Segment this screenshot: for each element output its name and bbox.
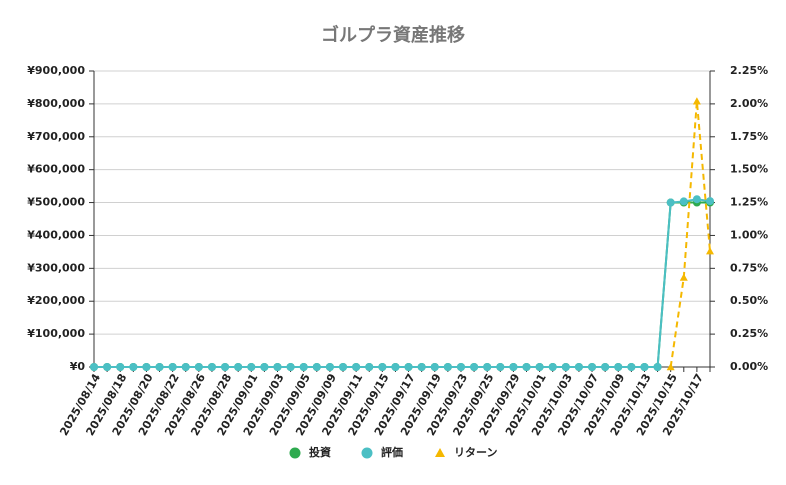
y-tick-label: ¥500,000: [27, 196, 85, 209]
legend-marker: [435, 448, 445, 457]
point: [706, 247, 714, 255]
point: [443, 363, 452, 371]
point: [155, 363, 164, 371]
point: [417, 363, 426, 371]
point: [129, 363, 138, 371]
point: [273, 363, 282, 371]
point: [496, 363, 505, 371]
y2-tick-label: 2.00%: [730, 97, 768, 110]
point: [365, 363, 374, 371]
legend-label: リターン: [454, 446, 497, 459]
point: [456, 363, 465, 371]
y2-tick-label: 0.75%: [730, 261, 768, 274]
point: [378, 363, 387, 371]
point: [325, 363, 334, 371]
point: [679, 197, 688, 206]
series-line: [94, 201, 710, 368]
legend-label: 投資: [309, 445, 331, 459]
point: [522, 363, 531, 371]
point: [653, 363, 662, 371]
y-tick-label: ¥0: [70, 360, 86, 373]
point: [483, 363, 492, 371]
legend-marker: [361, 447, 373, 459]
y2-tick-label: 1.75%: [730, 130, 768, 143]
y-tick-label: ¥800,000: [27, 97, 85, 110]
point: [168, 363, 177, 371]
point: [430, 363, 439, 371]
point: [601, 363, 610, 371]
point: [299, 363, 308, 371]
point: [247, 363, 256, 371]
point: [339, 363, 348, 371]
y-tick-label: ¥300,000: [27, 261, 85, 274]
y-tick-label: ¥900,000: [27, 64, 85, 77]
point: [548, 363, 557, 371]
legend-marker: [289, 447, 301, 459]
point: [391, 363, 400, 371]
point: [404, 363, 413, 371]
legend-label: 評価: [381, 445, 403, 459]
point: [666, 198, 675, 207]
point: [234, 363, 243, 371]
y2-tick-label: 1.50%: [730, 163, 768, 176]
point: [116, 363, 125, 371]
y2-tick-label: 0.00%: [730, 360, 768, 373]
series-line: [94, 198, 711, 368]
point: [627, 363, 636, 371]
series-line: [669, 101, 711, 368]
point: [706, 197, 714, 206]
point: [103, 363, 112, 371]
chart-title: ゴルプラ資産推移: [321, 24, 465, 46]
point: [588, 363, 597, 371]
y-tick-label: ¥400,000: [27, 228, 85, 241]
point: [221, 363, 230, 371]
point: [535, 363, 544, 371]
point: [470, 363, 479, 371]
y-tick-label: ¥200,000: [27, 294, 85, 307]
point: [574, 363, 583, 371]
point: [666, 363, 675, 371]
y-tick-label: ¥700,000: [27, 130, 85, 143]
point: [90, 363, 98, 371]
point: [352, 363, 361, 371]
point: [194, 363, 203, 371]
y2-tick-label: 0.25%: [730, 327, 768, 340]
point: [260, 363, 269, 371]
y-tick-label: ¥100,000: [27, 327, 85, 340]
point: [286, 363, 295, 371]
point: [692, 195, 701, 204]
y-tick-label: ¥600,000: [27, 163, 85, 176]
point: [640, 363, 649, 371]
y2-tick-label: 2.25%: [730, 64, 768, 77]
point: [181, 363, 190, 371]
point: [207, 363, 216, 371]
point: [509, 363, 518, 371]
point: [561, 363, 570, 371]
y2-tick-label: 0.50%: [730, 294, 768, 307]
y2-tick-label: 1.00%: [730, 228, 768, 241]
point: [692, 97, 701, 105]
point: [679, 273, 688, 281]
point: [312, 363, 321, 371]
point: [614, 363, 623, 371]
y2-tick-label: 1.25%: [730, 196, 768, 209]
point: [142, 363, 151, 371]
